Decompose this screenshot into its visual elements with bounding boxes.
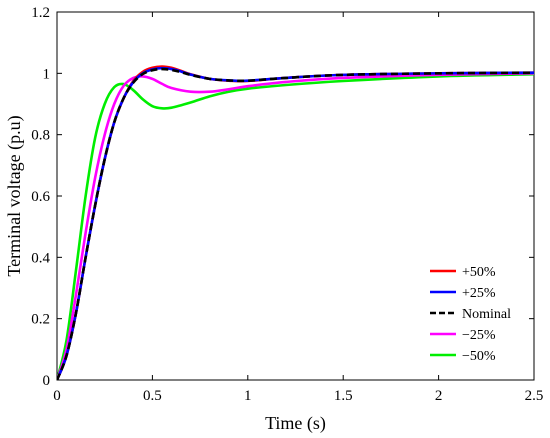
y-axis: 0 0.2 0.4 0.6 0.8 1 1.2 [31,5,534,389]
x-tick-label: 2.5 [525,388,544,404]
legend-label-0: +50% [462,265,496,280]
y-tick-label: 0.4 [31,250,50,266]
plot-area [56,11,535,381]
x-tick-label: 0 [53,388,61,404]
y-tick-label: 0 [43,373,51,389]
x-tick-label: 1.5 [334,388,353,404]
legend-label-1: +25% [462,286,496,301]
legend: +50% +25% Nominal −25% −50% [430,265,511,364]
y-tick-label: 0.6 [31,189,50,205]
x-axis: 0 0.5 1 1.5 2 2.5 [53,12,543,404]
y-axis-title: Terminal voltage (p.u) [4,115,25,276]
x-tick-label: 1 [244,388,252,404]
x-tick-label: 2 [435,388,443,404]
x-tick-label: 0.5 [143,388,162,404]
series-line-4 [57,72,534,380]
series-line-3 [57,72,534,380]
legend-label-3: −25% [462,328,496,343]
y-tick-label: 0.8 [31,128,50,144]
x-axis-title: Time (s) [265,413,326,434]
y-tick-label: 1.2 [31,5,50,21]
y-tick-label: 0.2 [31,312,50,328]
y-tick-label: 1 [43,66,51,82]
legend-label-4: −50% [462,349,496,364]
series-line-2 [57,67,534,380]
series-lines [57,65,534,380]
legend-label-2: Nominal [462,307,511,322]
